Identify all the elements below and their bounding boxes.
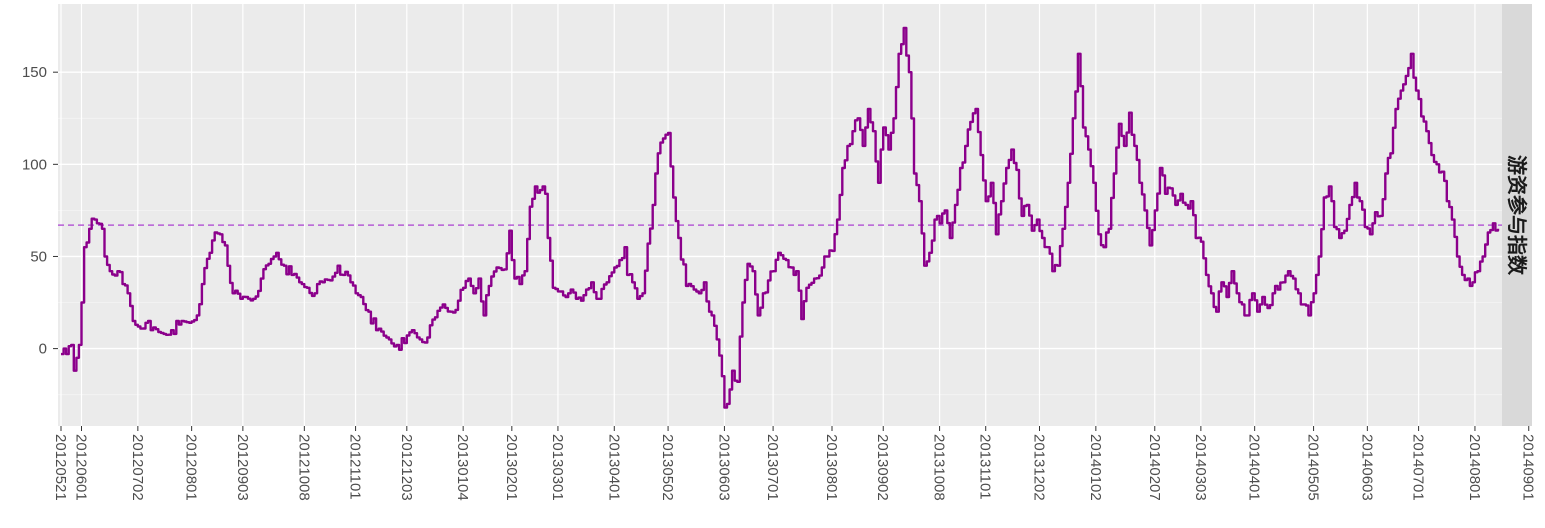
x-tick-label: 20140102 <box>1087 434 1104 501</box>
x-tick-label: 20120601 <box>72 434 89 501</box>
x-tick-label: 20140901 <box>1520 434 1537 501</box>
y-tick-label: 100 <box>22 156 47 173</box>
x-tick-label: 20140701 <box>1410 434 1427 501</box>
x-tick-label: 20130401 <box>605 434 622 501</box>
series-line-游资参与指数 <box>61 26 1500 409</box>
facet-strip-label: 游资参与指数 <box>1505 155 1529 276</box>
x-tick-label: 20130201 <box>503 434 520 501</box>
panel-background <box>58 4 1502 426</box>
x-tick-label: 20120801 <box>183 434 200 501</box>
x-tick-label: 20131101 <box>977 434 994 500</box>
x-tick-label: 20130603 <box>715 434 732 501</box>
x-tick-label: 20140401 <box>1246 434 1263 501</box>
x-tick-label: 20131008 <box>931 434 948 501</box>
x-tick-label: 20131202 <box>1030 434 1047 501</box>
x-tick-label: 20140603 <box>1358 434 1375 501</box>
x-tick-label: 20130104 <box>454 434 471 501</box>
y-tick-label: 150 <box>22 64 47 81</box>
x-tick-label: 20121101 <box>347 434 364 500</box>
x-tick-label: 20120702 <box>129 434 146 501</box>
x-tick-label: 20121008 <box>295 434 312 501</box>
x-tick-label: 20120903 <box>234 434 251 501</box>
x-tick-label: 20130801 <box>823 434 840 501</box>
facet-strip <box>1502 4 1532 426</box>
x-tick-label: 20140207 <box>1146 434 1163 501</box>
x-tick-label: 20130701 <box>764 434 781 501</box>
y-tick-label: 0 <box>39 341 47 358</box>
major-gridlines <box>58 4 1530 426</box>
x-tick-label: 20130301 <box>549 434 566 501</box>
y-axis: 0 50 100 150 <box>22 64 58 358</box>
y-tick-label: 50 <box>30 248 47 265</box>
x-axis: 20120521 20120601 20120702 20120801 20120903… <box>52 426 1537 501</box>
x-tick-label: 20140801 <box>1466 434 1483 501</box>
x-tick-label: 20140505 <box>1305 434 1322 501</box>
x-tick-label: 20120521 <box>52 434 69 501</box>
x-tick-label: 20130902 <box>874 434 891 501</box>
x-tick-label: 20130502 <box>659 434 676 501</box>
x-tick-label: 20140303 <box>1192 434 1209 501</box>
x-tick-label: 20121203 <box>398 434 415 501</box>
